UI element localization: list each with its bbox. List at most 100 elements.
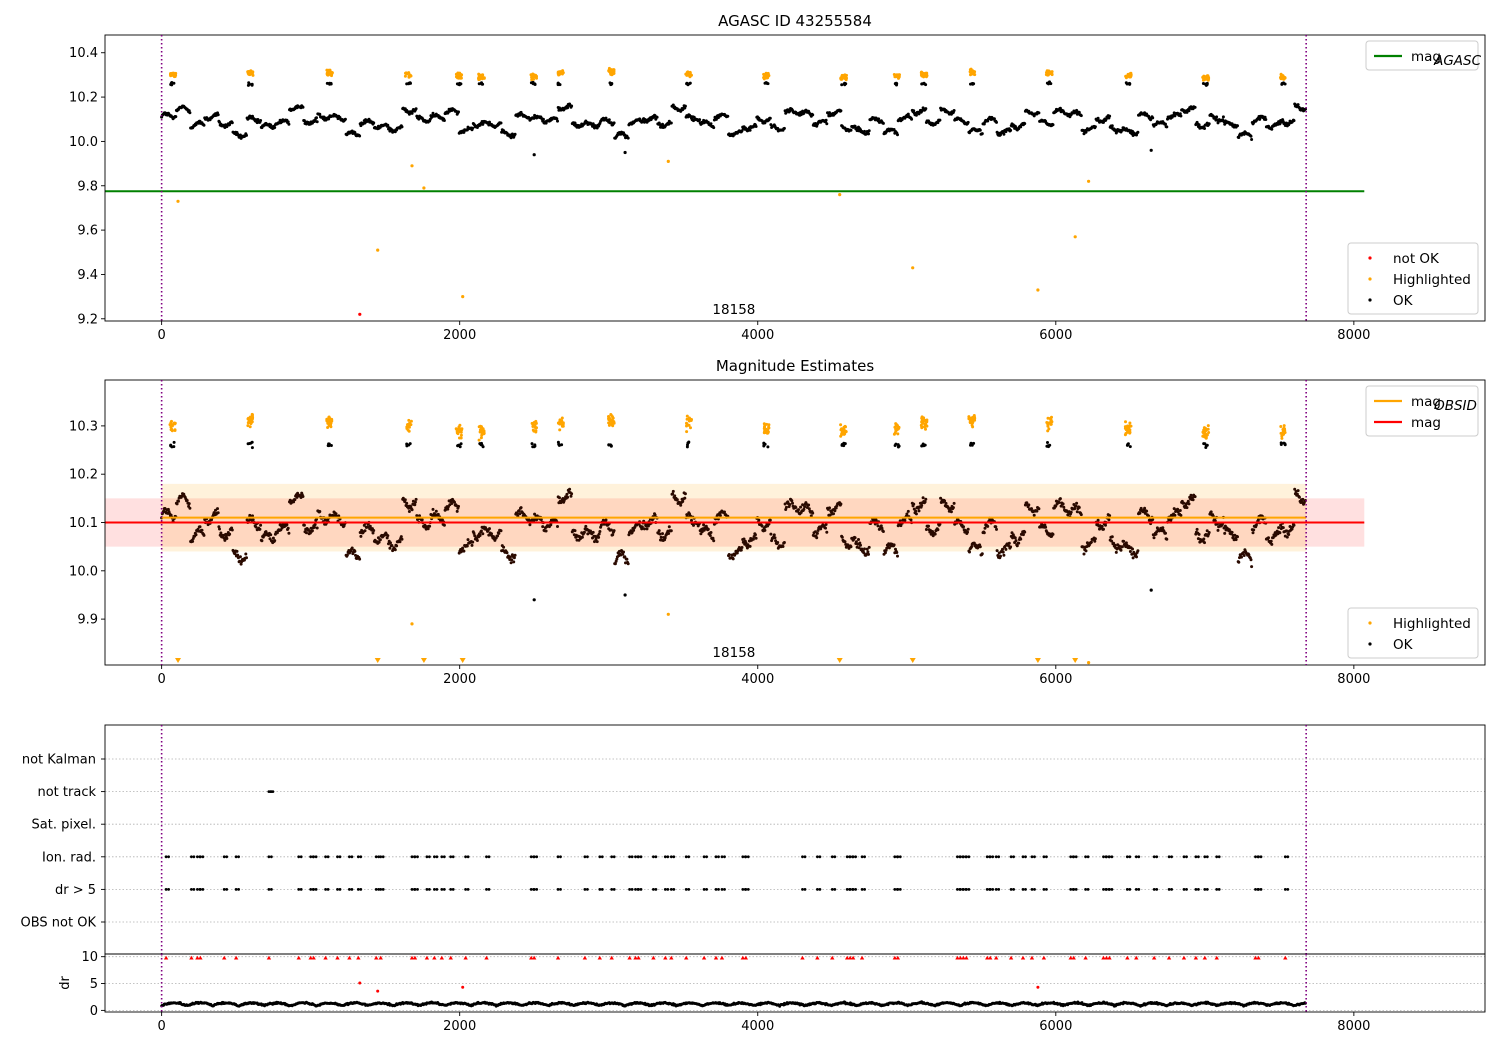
ok-point <box>263 533 267 537</box>
highlighted-point <box>1205 77 1209 80</box>
ok-point <box>769 532 773 536</box>
ok-point <box>408 442 412 446</box>
ok-point <box>688 81 692 85</box>
ok-point <box>1193 105 1197 109</box>
ok-point <box>1110 539 1114 543</box>
flag-point <box>1217 855 1221 859</box>
ok-point <box>776 541 780 544</box>
ok-point <box>368 524 372 528</box>
flag-point <box>374 888 378 891</box>
ok-point <box>658 532 662 536</box>
highlighted-point <box>561 71 565 74</box>
flag-point <box>451 888 455 891</box>
ok-point <box>455 509 459 513</box>
highlighted-point <box>482 76 486 80</box>
highlighted-point <box>969 420 973 424</box>
ok-point <box>479 529 483 533</box>
flag-point <box>1030 855 1034 859</box>
ok-point <box>1287 533 1291 536</box>
ok-point <box>944 501 948 505</box>
y-tick-label: 10.0 <box>69 564 98 579</box>
flag-point <box>741 855 745 859</box>
ok-point <box>249 441 253 445</box>
flag-point <box>956 855 959 859</box>
ok-point <box>407 82 411 86</box>
ok-point <box>1145 509 1149 513</box>
offscale-marker <box>420 658 427 663</box>
flag-point <box>237 855 241 859</box>
ok-point <box>582 530 586 534</box>
ok-point <box>1096 518 1100 522</box>
ok-point <box>1093 539 1097 543</box>
highlighted-point <box>403 74 407 78</box>
flag-point <box>639 888 643 891</box>
ok-point <box>1179 114 1183 118</box>
legend-box <box>1365 385 1479 437</box>
ok-point <box>1179 513 1183 517</box>
highlighted-point <box>924 427 927 431</box>
flag-point <box>1215 855 1219 859</box>
flag-point <box>1086 855 1090 859</box>
flag-point <box>192 855 196 859</box>
flag-point <box>267 888 271 891</box>
flag-point <box>1012 855 1015 859</box>
ok-point <box>556 525 559 528</box>
ok-point <box>962 525 965 529</box>
outlier-point <box>358 312 362 316</box>
flag-row-label: OBS not OK <box>21 916 97 931</box>
highlighted-point <box>896 432 900 436</box>
ok-point <box>772 533 776 537</box>
flag-point <box>164 888 168 891</box>
ok-point <box>1007 541 1011 545</box>
flag-point <box>997 855 1001 859</box>
flag-point <box>967 888 971 891</box>
ok-point <box>640 525 644 529</box>
flag-point <box>336 888 339 891</box>
ok-point <box>334 512 338 516</box>
ok-point <box>385 536 389 540</box>
flag-point <box>1128 855 1132 859</box>
ok-point <box>1122 539 1126 543</box>
ok-point <box>970 443 974 447</box>
ok-point <box>1014 539 1018 543</box>
ok-point <box>597 535 601 539</box>
ok-point <box>887 546 891 550</box>
outlier-point <box>532 153 536 157</box>
highlighted-point <box>765 422 769 426</box>
offscale-marker <box>175 658 182 663</box>
ok-point <box>200 528 204 532</box>
ok-point <box>671 489 675 493</box>
ok-point <box>1164 531 1167 535</box>
ok-point <box>1027 503 1031 507</box>
highlighted-point <box>530 75 534 79</box>
ok-point <box>802 507 806 511</box>
flag-point <box>428 855 431 859</box>
ok-point <box>595 540 599 544</box>
ok-point <box>558 496 561 500</box>
highlighted-point <box>611 416 615 420</box>
ok-point <box>434 509 438 513</box>
legend-marker <box>1368 621 1372 625</box>
highlighted-point <box>1201 78 1205 82</box>
ok-point <box>675 498 679 502</box>
ok-point <box>1089 540 1093 544</box>
ok-point <box>239 562 243 566</box>
ok-point <box>1189 493 1193 497</box>
ok-point <box>431 507 435 511</box>
legend-marker <box>1368 256 1372 260</box>
ok-point <box>857 546 861 550</box>
highlighted-point <box>762 72 766 76</box>
ok-point <box>1165 125 1169 129</box>
y-tick-label: 9.2 <box>77 312 98 327</box>
ok-point <box>1009 128 1013 132</box>
ok-point <box>862 551 866 555</box>
highlighted-point <box>328 419 332 423</box>
ok-point <box>1191 498 1195 502</box>
flag-point <box>720 888 724 891</box>
ok-point <box>1197 532 1201 536</box>
ok-point <box>470 543 474 547</box>
ok-point <box>453 500 456 504</box>
highlighted-point <box>248 418 252 421</box>
highlighted-point <box>409 74 413 78</box>
legend-box <box>1365 40 1479 71</box>
